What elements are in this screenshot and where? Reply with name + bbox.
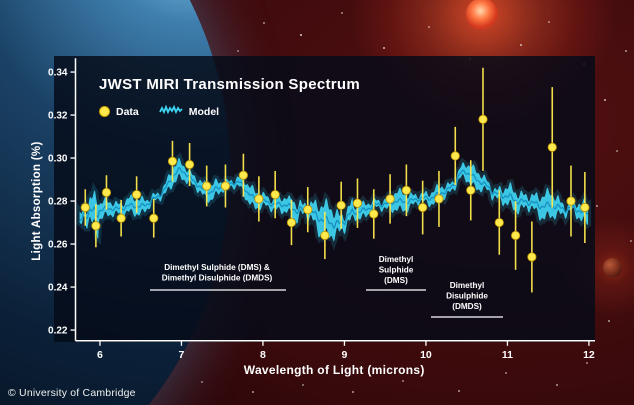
small-planet bbox=[603, 258, 622, 277]
data-point-icon bbox=[99, 106, 110, 117]
svg-text:0.26: 0.26 bbox=[48, 240, 68, 251]
svg-text:6: 6 bbox=[97, 349, 103, 361]
svg-text:0.30: 0.30 bbox=[48, 154, 68, 165]
svg-text:Disulphide: Disulphide bbox=[446, 292, 488, 301]
svg-text:Dimethyl: Dimethyl bbox=[379, 255, 414, 264]
red-dwarf-star bbox=[466, 0, 498, 30]
svg-text:9: 9 bbox=[342, 349, 348, 361]
svg-text:11: 11 bbox=[502, 349, 513, 361]
svg-text:Sulphide: Sulphide bbox=[379, 266, 414, 275]
model-wave-icon bbox=[158, 104, 183, 119]
svg-text:(DMDS): (DMDS) bbox=[452, 302, 482, 311]
svg-text:Light Absorption (%): Light Absorption (%) bbox=[31, 141, 43, 260]
copyright-credit: © University of Cambridge bbox=[8, 387, 136, 399]
svg-text:7: 7 bbox=[179, 349, 185, 361]
svg-text:Wavelength of Light (microns): Wavelength of Light (microns) bbox=[244, 363, 425, 377]
svg-text:12: 12 bbox=[583, 349, 595, 361]
svg-text:0.22: 0.22 bbox=[48, 326, 68, 337]
svg-text:0.24: 0.24 bbox=[48, 283, 68, 294]
svg-text:8: 8 bbox=[260, 349, 266, 361]
svg-text:Dimethyl Disulphide (DMDS): Dimethyl Disulphide (DMDS) bbox=[162, 274, 273, 283]
legend-data-label: Data bbox=[116, 105, 139, 118]
chart-title: JWST MIRI Transmission Spectrum bbox=[99, 76, 361, 93]
legend-model-label: Model bbox=[188, 105, 220, 118]
svg-text:0.34: 0.34 bbox=[48, 68, 68, 79]
svg-text:Dimethyl Sulphide (DMS) &: Dimethyl Sulphide (DMS) & bbox=[164, 263, 270, 272]
svg-text:(DMS): (DMS) bbox=[384, 276, 408, 285]
svg-text:0.28: 0.28 bbox=[48, 197, 68, 208]
chart-legend: Data Model bbox=[99, 104, 219, 119]
svg-text:10: 10 bbox=[420, 349, 432, 361]
svg-text:Dimethyl: Dimethyl bbox=[450, 281, 485, 290]
svg-text:0.32: 0.32 bbox=[48, 111, 68, 122]
